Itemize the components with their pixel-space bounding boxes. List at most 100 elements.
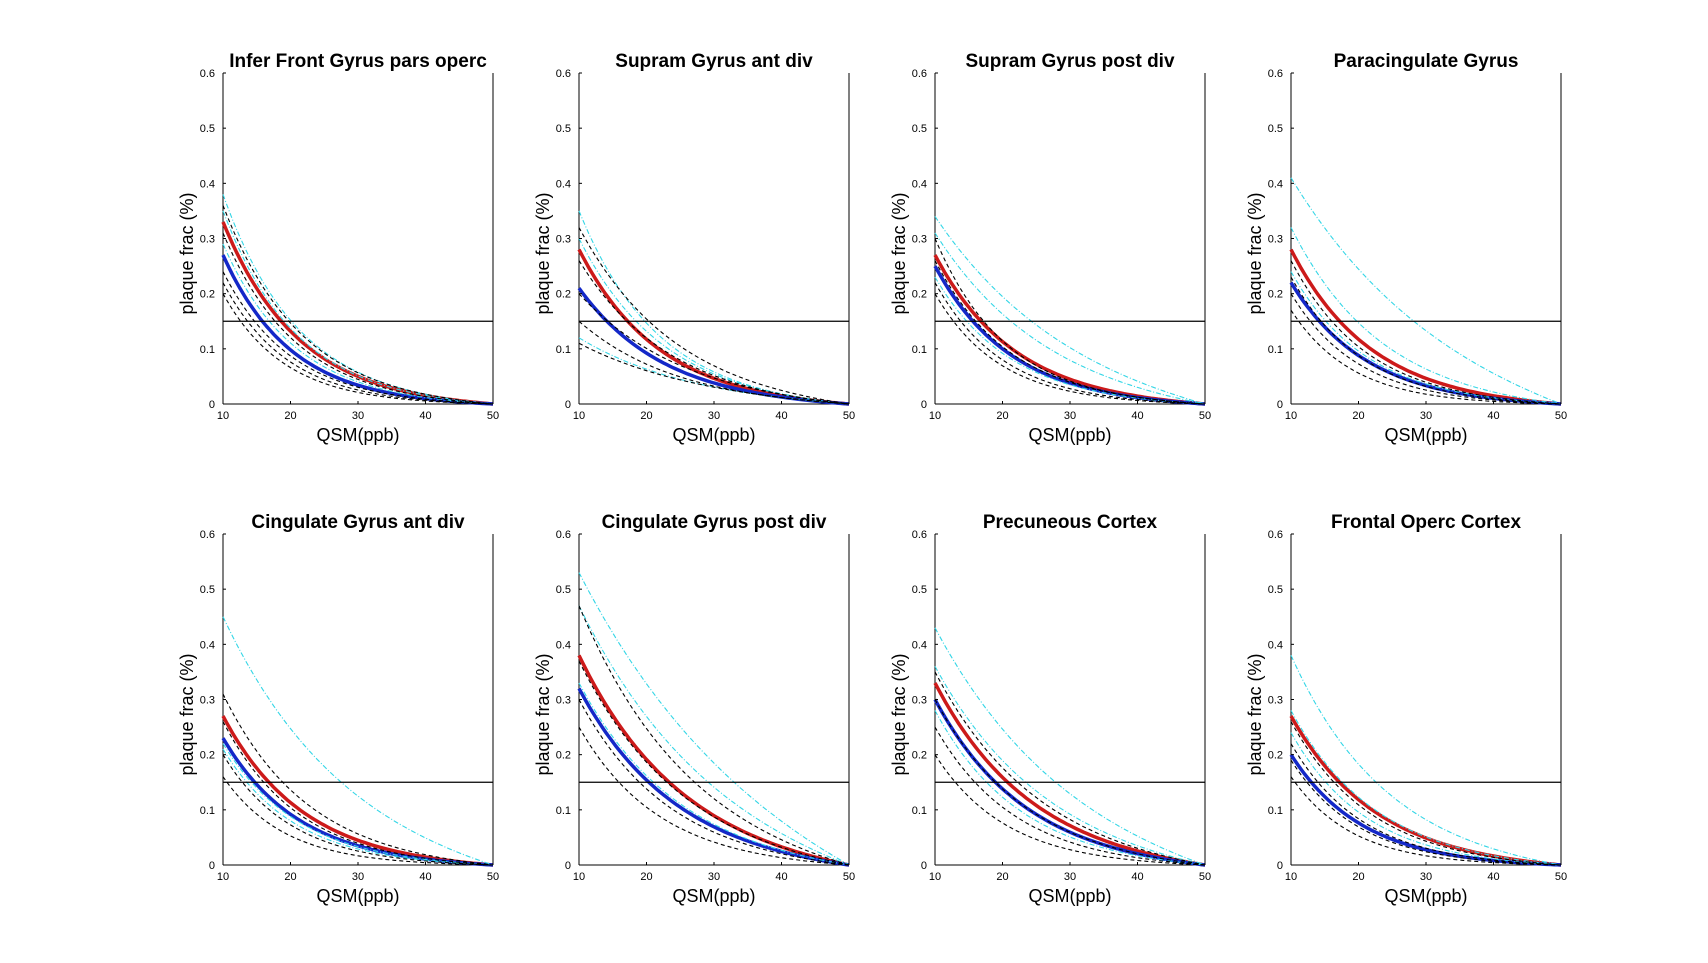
x-axis-label: QSM(ppb) (1028, 425, 1111, 445)
x-axis-label: QSM(ppb) (1028, 886, 1111, 906)
y-tick-label: 0.6 (1268, 68, 1283, 80)
series-black-3 (1290, 759, 1562, 866)
x-tick-label: 20 (284, 410, 296, 422)
y-tick-label: 0.4 (1268, 639, 1283, 651)
subplot-1: 0 0.1 0.2 0.3 0.4 0.5 0.6 10 20 30 40 50 Infer Front… (177, 51, 499, 445)
x-tick-label: 40 (775, 871, 787, 883)
y-tick-label: 0 (921, 860, 927, 872)
subplot-title: Paracingulate Gyrus (1334, 51, 1519, 72)
y-tick-label: 0.6 (556, 68, 571, 80)
series-black-4 (222, 282, 494, 405)
y-tick-label: 0 (1277, 399, 1283, 411)
series-black-4 (1290, 309, 1562, 405)
y-tick-label: 0.6 (556, 529, 571, 541)
series-red (1289, 715, 1562, 867)
x-tick-label: 40 (775, 410, 787, 422)
subplot-2: 0 0.1 0.2 0.3 0.4 0.5 0.6 10 20 30 40 50 Supram Gyru… (533, 51, 855, 445)
series-cyan-1 (578, 572, 850, 866)
y-axis-label: plaque frac (%) (177, 653, 197, 775)
y-tick-label: 0.4 (1268, 178, 1283, 190)
y-tick-label: 0 (565, 860, 571, 872)
series-black-1 (578, 227, 850, 405)
x-tick-label: 10 (929, 871, 941, 883)
x-tick-label: 50 (487, 410, 499, 422)
series-cyan-1 (222, 616, 494, 866)
y-tick-label: 0.3 (556, 234, 571, 246)
series-black-1 (578, 605, 850, 866)
x-tick-label: 10 (573, 871, 585, 883)
y-tick-label: 0.1 (556, 344, 571, 356)
y-tick-label: 0.4 (200, 178, 215, 190)
x-tick-label: 30 (1064, 410, 1076, 422)
y-tick-label: 0.3 (912, 695, 927, 707)
y-tick-label: 0.1 (1268, 344, 1283, 356)
series-black-1 (934, 238, 1206, 405)
subplot-title: Precuneous Cortex (983, 512, 1158, 533)
series-black-3 (222, 754, 494, 866)
y-tick-label: 0.6 (200, 68, 215, 80)
x-axis-label: QSM(ppb) (316, 425, 399, 445)
series-black-3 (934, 282, 1206, 405)
x-tick-label: 10 (1285, 410, 1297, 422)
series-black-3 (578, 293, 850, 405)
y-tick-label: 0.4 (200, 639, 215, 651)
series-cyan-3 (1290, 732, 1562, 866)
y-tick-label: 0.6 (1268, 529, 1283, 541)
x-tick-label: 10 (929, 410, 941, 422)
series-black-4 (222, 776, 494, 866)
x-tick-label: 50 (843, 871, 855, 883)
series-red (221, 221, 494, 406)
series-black-1 (1290, 260, 1562, 405)
y-tick-label: 0.5 (1268, 584, 1283, 596)
x-axis-label: QSM(ppb) (1384, 886, 1467, 906)
y-tick-label: 0.6 (912, 68, 927, 80)
series-cyan-1 (1290, 655, 1562, 866)
series-cyan-3 (934, 710, 1206, 866)
subplot-3: 0 0.1 0.2 0.3 0.4 0.5 0.6 10 20 30 40 50 Supram Gyru… (889, 51, 1211, 445)
subplot-5: 0 0.1 0.2 0.3 0.4 0.5 0.6 10 20 30 40 50 Cingulate G… (177, 512, 499, 906)
y-tick-label: 0.2 (200, 289, 215, 301)
x-tick-label: 10 (573, 410, 585, 422)
y-tick-label: 0.6 (200, 529, 215, 541)
series-cyan-2 (222, 210, 494, 405)
y-tick-label: 0.2 (200, 750, 215, 762)
x-tick-label: 20 (996, 871, 1008, 883)
series-cyan-2 (578, 605, 850, 866)
series-black-2 (222, 232, 494, 405)
subplot-8: 0 0.1 0.2 0.3 0.4 0.5 0.6 10 20 30 40 50 Frontal Ope… (1245, 512, 1567, 906)
series-black-2 (222, 721, 494, 866)
y-tick-label: 0.2 (1268, 750, 1283, 762)
y-axis-label: plaque frac (%) (1245, 192, 1265, 314)
series-black-2 (578, 660, 850, 866)
y-tick-label: 0.6 (912, 529, 927, 541)
x-tick-label: 30 (1420, 871, 1432, 883)
y-tick-label: 0.5 (200, 123, 215, 135)
series-cyan-1 (934, 216, 1206, 405)
series-cyan-3 (934, 276, 1206, 405)
series-cyan-3 (578, 682, 850, 866)
series-black-4 (578, 726, 850, 866)
series-black-2 (934, 699, 1206, 866)
y-tick-label: 0.5 (200, 584, 215, 596)
subplot-title: Infer Front Gyrus pars operc (229, 51, 487, 72)
x-tick-label: 30 (708, 871, 720, 883)
x-tick-label: 50 (1199, 871, 1211, 883)
series-black-3 (578, 699, 850, 866)
series-blue (221, 254, 494, 406)
series-black-3 (934, 726, 1206, 866)
subplot-title: Supram Gyrus post div (965, 51, 1174, 72)
subplot-6: 0 0.1 0.2 0.3 0.4 0.5 0.6 10 20 30 40 50 Cingulate G… (533, 512, 855, 906)
x-tick-label: 50 (843, 410, 855, 422)
subplot-4: 0 0.1 0.2 0.3 0.4 0.5 0.6 10 20 30 40 50 Paracingula… (1245, 51, 1567, 445)
series-black-2 (934, 260, 1206, 405)
y-tick-label: 0.1 (912, 805, 927, 817)
subplot-title: Cingulate Gyrus post div (602, 512, 827, 533)
y-tick-label: 0.3 (556, 695, 571, 707)
y-tick-label: 0.1 (556, 805, 571, 817)
y-tick-label: 0.4 (912, 639, 927, 651)
x-tick-label: 20 (1352, 871, 1364, 883)
x-tick-label: 20 (640, 871, 652, 883)
y-tick-label: 0.3 (200, 695, 215, 707)
y-tick-label: 0.4 (556, 178, 571, 190)
